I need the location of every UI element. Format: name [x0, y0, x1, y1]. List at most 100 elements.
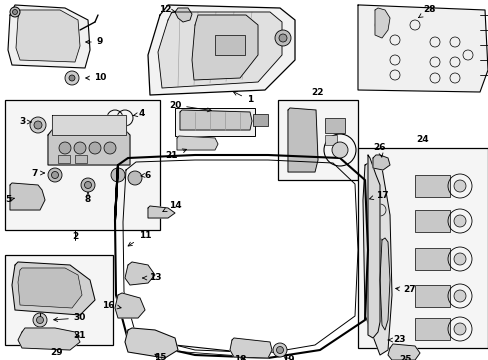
Circle shape [10, 7, 20, 17]
Circle shape [74, 142, 86, 154]
Bar [414, 175, 449, 197]
Circle shape [84, 181, 91, 189]
Text: 6: 6 [141, 171, 151, 180]
Polygon shape [148, 206, 175, 218]
Bar [278, 100, 357, 180]
Circle shape [30, 117, 46, 133]
Bar [414, 248, 449, 270]
Text: 14: 14 [163, 201, 181, 212]
Circle shape [51, 171, 59, 179]
Bar [5, 255, 113, 345]
Polygon shape [52, 115, 126, 135]
Circle shape [111, 168, 125, 182]
Circle shape [276, 346, 283, 354]
Circle shape [104, 142, 116, 154]
Polygon shape [18, 328, 80, 350]
Circle shape [279, 34, 286, 42]
Circle shape [48, 168, 62, 182]
Circle shape [65, 71, 79, 85]
Text: 13: 13 [142, 274, 161, 283]
Circle shape [37, 316, 43, 324]
Bar [325, 135, 336, 145]
Circle shape [33, 313, 47, 327]
Circle shape [453, 323, 465, 335]
Polygon shape [148, 5, 294, 95]
Polygon shape [367, 155, 379, 338]
Polygon shape [48, 125, 130, 165]
Text: 24: 24 [416, 135, 428, 144]
Circle shape [331, 142, 347, 158]
Circle shape [453, 215, 465, 227]
Polygon shape [125, 262, 155, 285]
Bar [414, 210, 449, 232]
Polygon shape [158, 12, 282, 88]
Text: 23: 23 [387, 336, 406, 345]
Polygon shape [177, 136, 218, 150]
Text: 8: 8 [85, 193, 91, 204]
Bar [414, 285, 449, 307]
Bar [58, 155, 70, 163]
Bar [5, 100, 160, 230]
Polygon shape [192, 15, 258, 80]
Text: 11: 11 [128, 230, 151, 246]
Circle shape [453, 253, 465, 265]
Text: 28: 28 [418, 5, 435, 18]
Polygon shape [357, 5, 487, 92]
Circle shape [59, 142, 71, 154]
Text: 22: 22 [311, 88, 324, 97]
Bar [252, 114, 267, 126]
Polygon shape [379, 238, 389, 330]
Text: 10: 10 [85, 73, 106, 82]
Circle shape [34, 121, 42, 129]
Text: 7: 7 [32, 168, 44, 177]
Circle shape [89, 142, 101, 154]
Polygon shape [175, 8, 192, 22]
Circle shape [453, 290, 465, 302]
Circle shape [274, 30, 290, 46]
Polygon shape [372, 155, 389, 170]
Text: 21: 21 [165, 149, 186, 159]
Text: 3: 3 [19, 117, 31, 126]
Bar [414, 318, 449, 340]
Polygon shape [18, 268, 82, 308]
Circle shape [13, 9, 18, 14]
Polygon shape [10, 183, 45, 210]
Bar [357, 148, 487, 348]
Polygon shape [125, 328, 178, 358]
Bar [325, 118, 345, 133]
Text: 20: 20 [168, 100, 211, 112]
Text: 1: 1 [233, 92, 253, 104]
Text: 19: 19 [281, 356, 294, 360]
Polygon shape [16, 10, 80, 62]
Polygon shape [12, 262, 95, 315]
Text: 26: 26 [373, 144, 386, 157]
Text: 30: 30 [54, 314, 86, 323]
Bar [175, 108, 254, 136]
Circle shape [81, 178, 95, 192]
Text: 2: 2 [72, 232, 78, 241]
Polygon shape [287, 108, 317, 172]
Text: 18: 18 [233, 356, 246, 360]
Text: 17: 17 [369, 190, 387, 199]
Text: 15: 15 [153, 354, 166, 360]
Circle shape [272, 343, 286, 357]
Polygon shape [180, 110, 251, 130]
Bar [215, 35, 244, 55]
Circle shape [69, 75, 75, 81]
Text: 31: 31 [74, 330, 86, 339]
Polygon shape [362, 162, 391, 355]
Text: 4: 4 [133, 109, 145, 118]
Text: 9: 9 [85, 37, 103, 46]
Polygon shape [115, 293, 145, 318]
Bar [75, 155, 87, 163]
Text: 16: 16 [102, 301, 121, 310]
Polygon shape [387, 344, 419, 360]
Circle shape [128, 171, 142, 185]
Text: 5: 5 [5, 195, 14, 204]
Polygon shape [229, 338, 271, 358]
Text: 25: 25 [399, 356, 411, 360]
Circle shape [453, 180, 465, 192]
Text: 27: 27 [395, 285, 415, 294]
Text: 12: 12 [159, 5, 175, 14]
Polygon shape [8, 5, 90, 68]
